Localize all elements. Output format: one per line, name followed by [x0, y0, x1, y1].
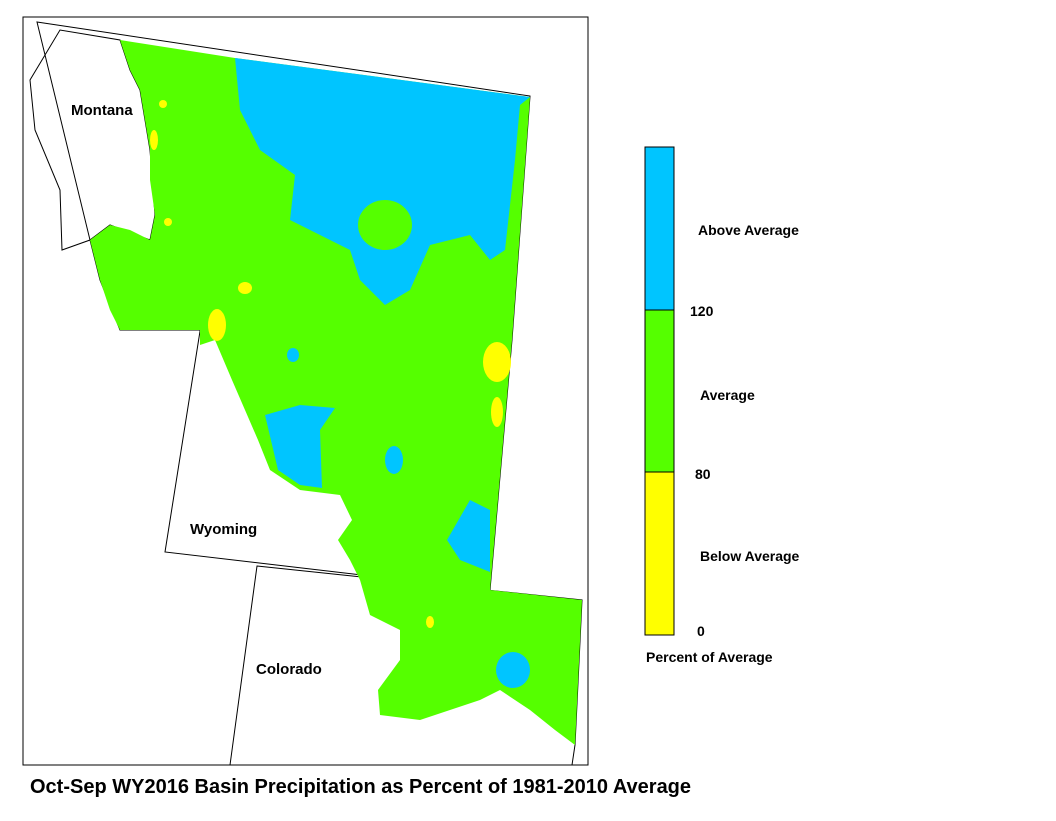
- state-label: Wyoming: [190, 521, 257, 538]
- legend: [644, 146, 675, 636]
- above-average-region: [496, 652, 530, 688]
- above-average-region: [265, 405, 335, 488]
- above-average-region: [447, 500, 490, 572]
- above-average-region: [235, 58, 530, 305]
- below-average-region: [150, 130, 158, 150]
- legend-swatch: [644, 309, 675, 473]
- legend-label: Above Average: [698, 222, 799, 238]
- legend-break: 120: [690, 303, 714, 319]
- legend-break: 80: [695, 466, 711, 482]
- above-average-region: [385, 446, 403, 474]
- below-average-region: [164, 218, 172, 226]
- below-average-region: [208, 309, 226, 341]
- below-average-region: [491, 397, 503, 427]
- legend-swatch: [644, 146, 675, 311]
- above-average-region: [287, 348, 299, 362]
- state-label: Colorado: [256, 661, 322, 678]
- below-average-region: [159, 100, 167, 108]
- legend-break: 0: [697, 623, 705, 639]
- below-average-region: [426, 616, 434, 628]
- legend-swatch: [644, 471, 675, 636]
- basin-map: [90, 40, 582, 745]
- legend-label: Below Average: [700, 548, 800, 564]
- legend-label: Average: [700, 387, 755, 403]
- state-label: Montana: [71, 102, 133, 119]
- below-average-region: [483, 342, 511, 382]
- legend-title: Percent of Average: [646, 649, 773, 665]
- average-region: [358, 200, 412, 250]
- caption: Oct-Sep WY2016 Basin Precipitation as Pe…: [30, 776, 691, 798]
- below-average-region: [238, 282, 252, 294]
